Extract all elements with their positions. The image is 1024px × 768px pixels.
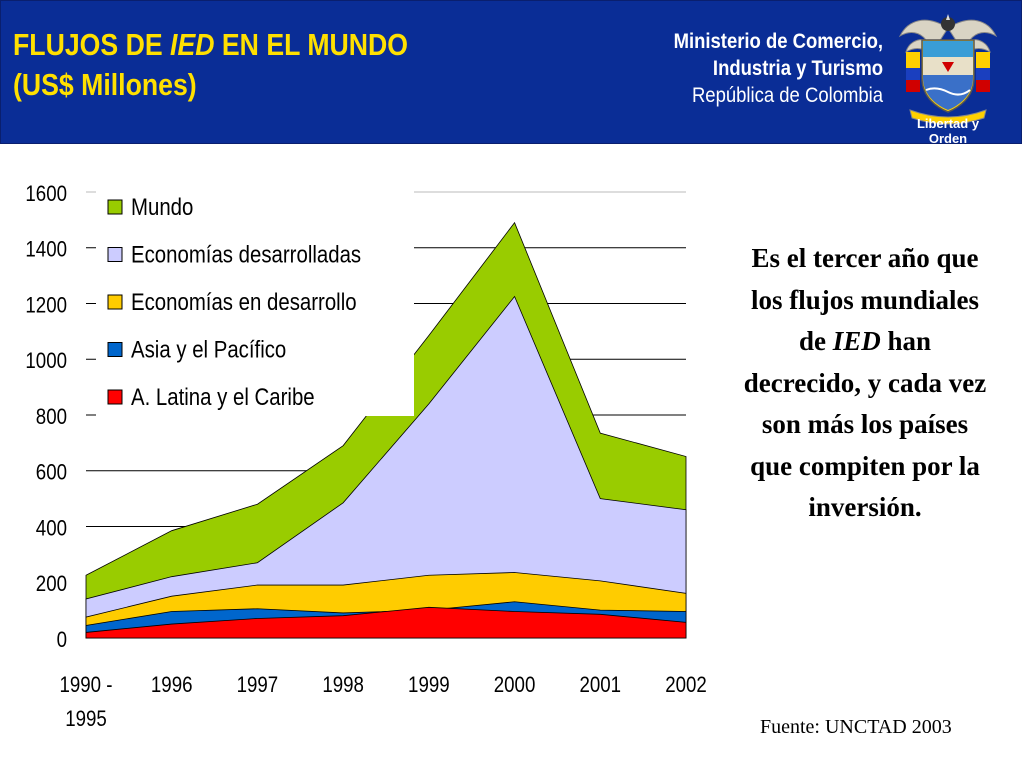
- y-tick-label: 600: [36, 461, 67, 485]
- title-line-1: FLUJOS DE IED EN EL MUNDO: [13, 25, 408, 65]
- area-series-1: [85, 295, 687, 639]
- x-tick-label: 1998: [322, 674, 364, 698]
- y-tick-label: 1400: [25, 238, 67, 262]
- legend-label: Economías en desarrollo: [131, 288, 357, 315]
- page-title: FLUJOS DE IED EN EL MUNDO (US$ Millones): [13, 25, 408, 105]
- legend-swatch: [107, 389, 123, 405]
- legend-swatch: [107, 294, 123, 310]
- title-line-2: (US$ Millones): [13, 67, 197, 102]
- chart-legend: Mundo Economías desarrolladas Economías en…: [96, 188, 414, 416]
- side-text-part-2: han decrecido, y cada vez son más los pa…: [743, 326, 987, 522]
- logo-motto: Libertad y Orden: [916, 116, 980, 146]
- title-text-1: FLUJOS DE: [13, 27, 171, 62]
- header-banner: FLUJOS DE IED EN EL MUNDO (US$ Millones)…: [0, 0, 1022, 144]
- legend-label: Asia y el Pacífico: [131, 336, 286, 363]
- y-tick-label: 400: [36, 517, 67, 541]
- side-commentary: Es el tercer año que los flujos mundiale…: [742, 238, 988, 529]
- y-tick-label: 1000: [25, 350, 67, 374]
- x-tick-label: 2002: [665, 674, 707, 698]
- ministry-line-3: República de Colombia: [691, 84, 883, 107]
- legend-box: [96, 188, 414, 416]
- legend-swatch: [107, 247, 123, 262]
- side-text-italic: IED: [832, 326, 881, 356]
- ministry-line-2: Industria y Turismo: [712, 57, 883, 80]
- legend-swatch: [107, 199, 123, 215]
- x-tick-label: 1999: [408, 674, 450, 698]
- y-tick-label: 1200: [25, 294, 67, 318]
- legend-swatch: [107, 342, 123, 357]
- y-tick-label: 800: [36, 406, 67, 430]
- area-series-4: [85, 606, 687, 639]
- y-tick-label: 200: [36, 573, 67, 597]
- y-axis: 0 200 400 600 800 1000 1200 1400 1600: [25, 183, 67, 653]
- legend-label: Mundo: [131, 193, 193, 220]
- source-note: Fuente: UNCTAD 2003: [760, 716, 952, 738]
- legend-label: Economías desarrolladas: [131, 241, 361, 268]
- x-tick-label: 1997: [237, 674, 279, 698]
- legend-label: A. Latina y el Caribe: [131, 383, 315, 410]
- title-text-2: EN EL MUNDO: [214, 27, 409, 62]
- coat-of-arms-icon: [898, 14, 998, 125]
- y-tick-label: 0: [57, 629, 67, 653]
- x-tick-label: 2000: [494, 674, 536, 698]
- chart-areas: [85, 221, 687, 639]
- x-tick-label: 2001: [579, 674, 621, 698]
- x-tick-label: 1990 -1995: [59, 674, 112, 732]
- title-italic: IED: [170, 27, 215, 62]
- x-tick-label: 1996: [151, 674, 193, 698]
- y-tick-label: 1600: [25, 183, 67, 207]
- x-axis: 1990 -1995 1996 1997 1998 1999 2000 2001 2002: [59, 674, 706, 732]
- ministry-block: Ministerio de Comercio, Industria y Turi…: [674, 28, 883, 109]
- ifdi-area-chart: 0 200 400 600 800 1000 1200 1400 1600 1990 -1995…: [25, 183, 706, 732]
- ministry-line-1: Ministerio de Comercio,: [673, 30, 883, 53]
- side-text-part-1: Es el tercer año que los flujos mundiale…: [750, 243, 980, 356]
